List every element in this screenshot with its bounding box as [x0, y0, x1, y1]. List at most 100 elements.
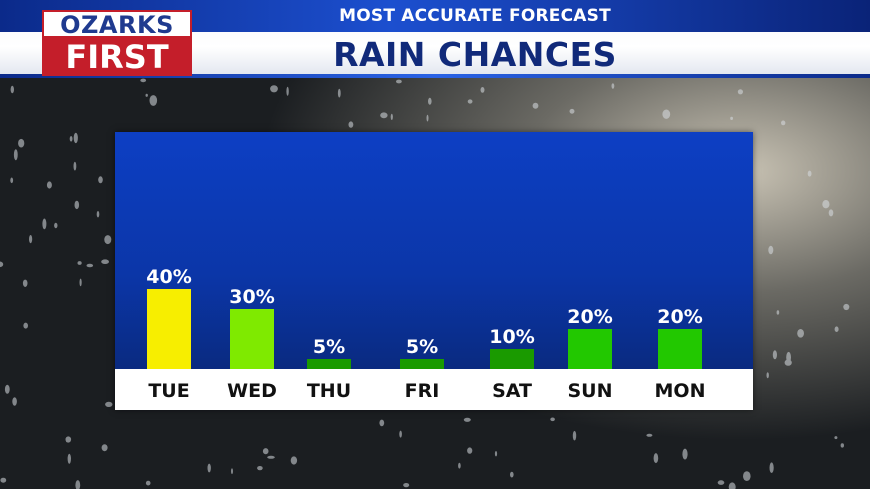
logo-top-text: OZARKS: [60, 11, 174, 39]
bar-wed: [230, 309, 274, 369]
raindrop: [46, 181, 52, 189]
raindrop: [403, 483, 410, 488]
raindrop: [380, 112, 388, 119]
tick-label-sun: SUN: [567, 380, 612, 402]
raindrop: [257, 466, 263, 471]
raindrop: [396, 79, 402, 84]
raindrop: [290, 456, 298, 465]
raindrop: [207, 463, 211, 473]
station-logo: OZARKS FIRST: [42, 10, 192, 76]
raindrop: [828, 209, 834, 217]
bar-sat: [490, 349, 534, 369]
raindrop: [10, 177, 14, 184]
raindrop: [572, 430, 577, 441]
raindrop: [77, 261, 82, 265]
raindrop: [42, 218, 47, 230]
raindrop: [426, 114, 429, 122]
raindrop: [29, 235, 33, 244]
tick-label-sat: SAT: [492, 380, 532, 402]
raindrop: [18, 138, 25, 148]
raindrop: [797, 329, 804, 338]
raindrop: [74, 200, 80, 210]
plot-area: [115, 132, 753, 369]
raindrop: [96, 211, 100, 218]
raindrop: [822, 200, 830, 209]
raindrop: [843, 303, 850, 311]
raindrop: [54, 222, 58, 229]
chart-panel: 40% TUE 30% WED 5% THU 5% FRI 10% SAT 20% SUN 20% MON: [115, 132, 753, 410]
raindrop: [67, 453, 72, 464]
raindrop: [98, 176, 103, 184]
raindrop: [4, 384, 10, 394]
raindrop: [766, 372, 769, 379]
raindrop: [737, 89, 744, 95]
header-bottom-stripe: [0, 74, 870, 78]
tick-label-wed: WED: [227, 380, 277, 402]
raindrop: [73, 161, 77, 171]
raindrop: [65, 438, 69, 443]
raindrop: [728, 482, 736, 489]
raindrop: [348, 121, 354, 128]
raindrop: [149, 95, 158, 106]
raindrop: [145, 93, 148, 97]
raindrop: [105, 401, 113, 407]
raindrop: [840, 443, 844, 448]
raindrop: [0, 261, 4, 268]
raindrop: [86, 263, 94, 268]
raindrop: [10, 85, 14, 94]
raindrop: [467, 447, 473, 454]
raindrop: [267, 455, 275, 459]
tick-label-tue: TUE: [148, 380, 189, 402]
logo-bottom-text: FIRST: [65, 38, 169, 76]
data-label-tue: 40%: [146, 266, 191, 288]
raindrop: [768, 245, 774, 255]
raindrop: [781, 120, 786, 126]
raindrop: [463, 417, 471, 422]
raindrop: [569, 108, 575, 114]
raindrop: [73, 132, 78, 144]
data-label-wed: 30%: [229, 286, 274, 308]
page-title: RAIN CHANCES: [333, 35, 617, 74]
header-subtitle: MOST ACCURATE FORECAST: [339, 6, 611, 26]
raindrop: [231, 468, 233, 475]
raindrop: [22, 279, 28, 287]
raindrop: [458, 462, 461, 469]
logo-bottom-block: FIRST: [42, 38, 192, 76]
rain-chance-chart: 40% TUE 30% WED 5% THU 5% FRI 10% SAT 20% SUN 20% MON: [146, 266, 705, 402]
raindrop: [270, 85, 278, 93]
bar-tue: [147, 289, 191, 369]
raindrop: [646, 433, 653, 437]
raindrop: [399, 430, 402, 438]
raindrop: [467, 99, 473, 104]
raindrop: [611, 83, 615, 89]
header-banner: MOST ACCURATE FORECAST RAIN CHANCES OZAR…: [0, 0, 870, 78]
raindrop: [0, 477, 7, 483]
raindrop: [428, 97, 432, 105]
raindrop: [104, 235, 112, 245]
data-label-thu: 5%: [313, 336, 345, 358]
raindrop: [140, 78, 147, 83]
raindrop: [145, 480, 151, 486]
data-label-sun: 20%: [567, 306, 612, 328]
raindrop: [101, 259, 109, 265]
raindrop: [101, 444, 108, 452]
bar-thu: [307, 359, 351, 369]
raindrop: [337, 88, 341, 98]
bar-fri: [400, 359, 444, 369]
raindrop: [379, 419, 385, 427]
data-label-mon: 20%: [657, 306, 702, 328]
raindrop: [494, 451, 498, 457]
raindrop: [23, 322, 29, 329]
data-label-fri: 5%: [406, 336, 438, 358]
data-label-sat: 10%: [489, 326, 534, 348]
tick-label-thu: THU: [307, 380, 351, 402]
raindrop: [532, 102, 539, 109]
raindrop: [79, 278, 82, 287]
raindrop: [286, 86, 289, 96]
bar-sun: [568, 329, 612, 369]
raindrop: [69, 136, 73, 142]
raindrop: [480, 87, 485, 93]
logo-top-block: OZARKS: [42, 10, 192, 39]
raindrop: [776, 310, 780, 315]
raindrop: [807, 170, 812, 177]
